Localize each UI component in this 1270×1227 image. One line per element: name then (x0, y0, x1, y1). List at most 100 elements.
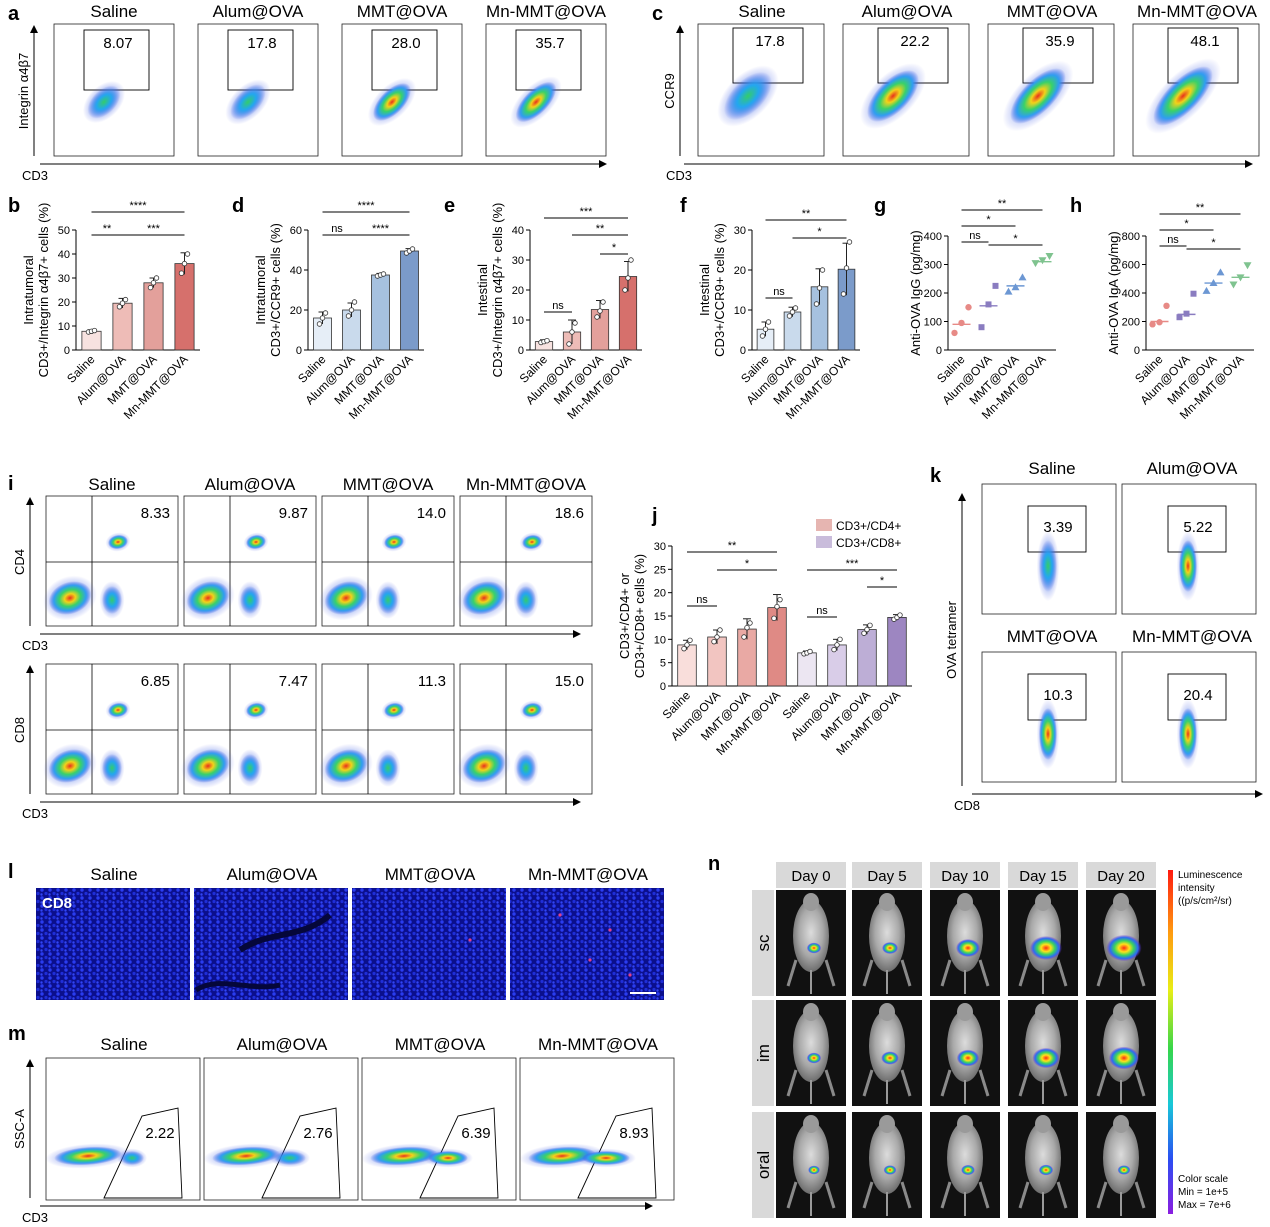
mouse-leg (900, 1069, 912, 1097)
mouse-body (869, 1122, 905, 1194)
mouse-leg (786, 1069, 798, 1097)
event-cloud (519, 700, 545, 720)
data-point (380, 271, 387, 277)
micrograph (352, 888, 506, 1000)
data-point (1190, 290, 1197, 297)
gate-value: 9.87 (279, 505, 308, 522)
panel-letter-n: n (708, 853, 720, 875)
significance-label: * (1211, 237, 1216, 249)
y-tick-label: 400 (1122, 288, 1140, 300)
tumor-signal (882, 942, 898, 954)
significance-label: ns (816, 605, 828, 617)
mouse-body (869, 900, 905, 972)
y-axis-label: CD3+/Integrin α4β7+ cells (%) (36, 203, 51, 378)
y-tick-label: 0 (296, 345, 302, 357)
data-point (978, 324, 985, 331)
event-cloud (381, 700, 407, 720)
data-point (771, 615, 777, 622)
day-header-cell (1008, 862, 1078, 888)
group-title: Mn-MMT@OVA (466, 475, 587, 494)
data-point (747, 620, 753, 626)
bar (143, 282, 164, 351)
data-point (837, 636, 843, 643)
mouse-head (1035, 1003, 1051, 1021)
data-point (1229, 281, 1238, 289)
significance-label: *** (846, 558, 860, 570)
gate-value: 17.8 (247, 35, 276, 52)
bar (112, 302, 133, 351)
gate-value: 20.4 (1183, 687, 1212, 704)
group-title: Saline (1028, 459, 1075, 478)
data-point (597, 308, 603, 314)
flow-c-y-label: CCR9 (662, 73, 677, 108)
group-title: MMT@OVA (395, 1035, 486, 1054)
mouse-head (1113, 893, 1129, 911)
data-point (684, 642, 690, 648)
event-cloud (43, 575, 97, 621)
panel-letters: a c b d e f g h i j k l m n (8, 3, 1082, 1045)
data-point (351, 299, 358, 305)
y-axis-label: CD3+/CCR9+ cells (%) (268, 223, 283, 357)
group-title: Saline (90, 865, 137, 884)
y-tick-label: 60 (290, 225, 302, 237)
gate-value: 2.22 (145, 1125, 174, 1142)
legend-swatch (816, 519, 832, 531)
data-point (409, 246, 416, 252)
legend-label: CD3+/CD4+ (836, 519, 901, 533)
flow-k-y-label: OVA tetramer (944, 600, 959, 678)
data-point (867, 622, 873, 629)
event-cloud (243, 532, 269, 552)
event-cloud (105, 700, 131, 720)
group-title: Mn-MMT@OVA (1132, 627, 1253, 646)
event-cloud (860, 63, 926, 129)
route-label: sc (754, 934, 773, 952)
group-title: Saline (738, 2, 785, 21)
mouse-head (1113, 1115, 1129, 1133)
data-point (181, 260, 188, 267)
mouse-head (879, 1003, 895, 1021)
bar (783, 311, 802, 351)
mouse-leg (978, 1069, 990, 1097)
event-cloud (1176, 530, 1200, 602)
significance-label: ** (596, 223, 605, 235)
gate-value: 14.0 (417, 505, 446, 522)
significance-label: ** (998, 198, 1007, 210)
y-tick-label: 50 (58, 225, 70, 237)
group-title: Alum@OVA (213, 2, 304, 21)
group-title: Mn-MMT@OVA (486, 2, 607, 21)
significance-label: * (1184, 218, 1189, 230)
data-point (600, 299, 606, 305)
gate-value: 17.8 (755, 33, 784, 50)
data-point (1176, 314, 1183, 321)
event-cloud (361, 1143, 447, 1169)
mouse-body (1025, 1122, 1061, 1194)
y-tick-label: 0 (1134, 345, 1140, 357)
y-tick-label: 30 (58, 273, 70, 285)
legend-label: CD3+/CD8+ (836, 536, 901, 550)
tumor-signal (1117, 1165, 1131, 1175)
significance-label: * (612, 242, 617, 254)
mouse-head (879, 893, 895, 911)
mouse-leg (1096, 1181, 1108, 1209)
gate-value: 22.2 (900, 33, 929, 50)
flow-c-x-label: CD3 (666, 168, 692, 183)
event-cloud (423, 1148, 473, 1168)
data-point (985, 301, 992, 308)
event-cloud (82, 80, 126, 124)
significance-label: **** (372, 223, 390, 235)
event-cloud (457, 743, 511, 789)
gate-value: 18.6 (555, 505, 584, 522)
event-cloud (237, 749, 263, 787)
color-scale-bar (1168, 870, 1173, 1214)
tumor-signal (1038, 1164, 1054, 1176)
cd8-positive-cell (608, 928, 612, 932)
flow-plot-box (203, 1057, 359, 1201)
mouse-leg (940, 959, 952, 987)
event-cloud (1145, 58, 1221, 134)
tumor-signal (961, 1164, 975, 1176)
mouse-leg (1056, 1069, 1068, 1097)
panel-letter-b: b (8, 195, 20, 217)
data-point (711, 638, 717, 645)
y-tick-label: 40 (58, 249, 70, 261)
